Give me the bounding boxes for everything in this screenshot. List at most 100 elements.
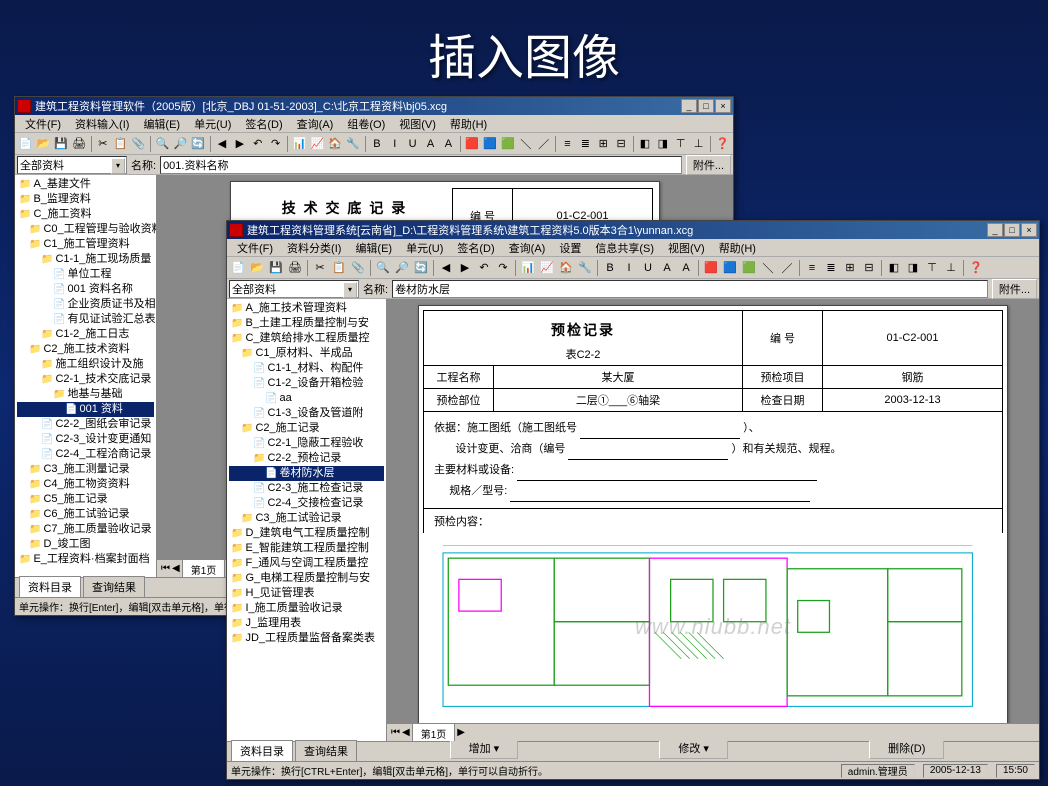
toolbar-button[interactable]: A (440, 135, 457, 153)
menu-item[interactable]: 资料分类(I) (281, 240, 347, 256)
toolbar-button[interactable]: ⊞ (841, 259, 859, 277)
toolbar-button[interactable]: 🔧 (576, 259, 594, 277)
menu-item[interactable]: 设置 (553, 240, 587, 256)
toolbar-button[interactable]: 🔎 (172, 135, 189, 153)
toolbar-button[interactable]: ／ (778, 259, 796, 277)
toolbar-button[interactable]: ⊥ (690, 135, 707, 153)
toolbar-button[interactable]: 📂 (248, 259, 266, 277)
tree-folder[interactable]: C_施工资料 (17, 207, 154, 222)
tree-folder[interactable]: 施工组织设计及施 (17, 357, 154, 372)
tree-item[interactable]: C1-1_材料、构配件 (229, 361, 384, 376)
tree-item[interactable]: C1-3_设备及管道附 (229, 406, 384, 421)
tree-folder[interactable]: C6_施工试验记录 (17, 507, 154, 522)
toolbar-button[interactable]: ◨ (654, 135, 671, 153)
toolbar-button[interactable]: ⊟ (613, 135, 630, 153)
tree-panel[interactable]: A_施工技术管理资料B_土建工程质量控制与安C_建筑给排水工程质量控C1_原材料… (227, 299, 387, 741)
tree-folder[interactable]: C2_施工技术资料 (17, 342, 154, 357)
tree-folder[interactable]: B_土建工程质量控制与安 (229, 316, 384, 331)
toolbar-button[interactable]: ⊟ (860, 259, 878, 277)
toolbar-button[interactable]: ⊤ (672, 135, 689, 153)
toolbar-button[interactable]: 🟥 (464, 135, 481, 153)
tab-search-results[interactable]: 查询结果 (295, 740, 357, 761)
toolbar-button[interactable]: ✂ (311, 259, 329, 277)
tree-folder[interactable]: C2_施工记录 (229, 421, 384, 436)
tree-folder[interactable]: H_见证管理表 (229, 586, 384, 601)
attachment-button[interactable]: 附件... (992, 279, 1037, 299)
toolbar-button[interactable]: I (620, 259, 638, 277)
menu-item[interactable]: 视图(V) (393, 116, 442, 132)
tree-folder[interactable]: C1-2_施工日志 (17, 327, 154, 342)
menu-item[interactable]: 编辑(E) (349, 240, 398, 256)
tree-folder[interactable]: C_建筑给排水工程质量控 (229, 331, 384, 346)
menu-item[interactable]: 帮助(H) (444, 116, 493, 132)
toolbar-button[interactable]: 🏠 (327, 135, 344, 153)
toolbar-button[interactable]: 🏠 (557, 259, 575, 277)
name-field[interactable]: 001.资料名称 (160, 156, 682, 174)
toolbar-button[interactable]: 💾 (267, 259, 285, 277)
toolbar-button[interactable]: ◀ (214, 135, 231, 153)
tree-folder[interactable]: G_电梯工程质量控制与安 (229, 571, 384, 586)
toolbar-button[interactable]: 🟦 (721, 259, 739, 277)
tab-catalog[interactable]: 资料目录 (19, 576, 81, 597)
toolbar-button[interactable]: ＼ (517, 135, 534, 153)
toolbar-button[interactable]: ⊞ (595, 135, 612, 153)
toolbar-button[interactable]: ／ (535, 135, 552, 153)
toolbar-button[interactable]: ◧ (885, 259, 903, 277)
tree-folder[interactable]: J_监理用表 (229, 616, 384, 631)
toolbar-button[interactable]: ▶ (231, 135, 248, 153)
tree-folder[interactable]: A_基建文件 (17, 177, 154, 192)
tree-item[interactable]: C2-3_施工检查记录 (229, 481, 384, 496)
toolbar-button[interactable]: ◀ (437, 259, 455, 277)
pager-prev-icon[interactable]: ◀ (402, 727, 410, 738)
menu-item[interactable]: 查询(A) (291, 116, 340, 132)
toolbar-button[interactable]: 📎 (349, 259, 367, 277)
tree-folder[interactable]: I_施工质量验收记录 (229, 601, 384, 616)
toolbar-button[interactable]: 🟦 (482, 135, 499, 153)
toolbar-button[interactable]: 🟩 (500, 135, 517, 153)
close-button[interactable]: × (715, 99, 731, 113)
toolbar-button[interactable]: 📂 (35, 135, 52, 153)
toolbar-button[interactable]: ≡ (803, 259, 821, 277)
minimize-button[interactable]: _ (681, 99, 697, 113)
toolbar-button[interactable]: ≡ (559, 135, 576, 153)
tree-folder[interactable]: JD_工程质量监督备案类表 (229, 631, 384, 646)
menu-item[interactable]: 查询(A) (503, 240, 552, 256)
tree-item[interactable]: C2-2_图纸会审记录 (17, 417, 154, 432)
maximize-button[interactable]: □ (1004, 223, 1020, 237)
toolbar-button[interactable]: 🖨 (286, 259, 304, 277)
tree-folder[interactable]: C1-1_施工现场质量 (17, 252, 154, 267)
menu-item[interactable]: 组卷(O) (341, 116, 391, 132)
toolbar-button[interactable]: A (658, 259, 676, 277)
toolbar-button[interactable]: ↷ (267, 135, 284, 153)
tree-folder[interactable]: D_建筑电气工程质量控制 (229, 526, 384, 541)
toolbar-button[interactable]: 🔍 (374, 259, 392, 277)
tree-folder[interactable]: C0_工程管理与验收资料 (17, 222, 154, 237)
toolbar-button[interactable]: ≣ (577, 135, 594, 153)
toolbar-button[interactable]: I (386, 135, 403, 153)
toolbar-button[interactable]: ◨ (904, 259, 922, 277)
tree-folder[interactable]: F_通风与空调工程质量控 (229, 556, 384, 571)
tree-folder[interactable]: C3_施工测量记录 (17, 462, 154, 477)
toolbar-button[interactable]: ＼ (759, 259, 777, 277)
tree-folder[interactable]: B_监理资料 (17, 192, 154, 207)
toolbar-button[interactable]: 🟥 (702, 259, 720, 277)
toolbar-button[interactable]: 🔄 (190, 135, 207, 153)
tree-folder[interactable]: C2-1_技术交底记录 (17, 372, 154, 387)
toolbar-button[interactable]: 🔄 (412, 259, 430, 277)
toolbar-button[interactable]: B (368, 135, 385, 153)
toolbar-button[interactable]: ↶ (249, 135, 266, 153)
toolbar-button[interactable]: 📊 (519, 259, 537, 277)
pager-next-icon[interactable]: ▶ (457, 727, 465, 738)
toolbar-button[interactable]: ❓ (714, 135, 731, 153)
toolbar-button[interactable]: ❓ (967, 259, 985, 277)
menu-item[interactable]: 签名(D) (451, 240, 500, 256)
menu-item[interactable]: 信息共享(S) (589, 240, 660, 256)
tree-item[interactable]: 企业资质证书及相 (17, 297, 154, 312)
close-button[interactable]: × (1021, 223, 1037, 237)
menu-item[interactable]: 编辑(E) (137, 116, 186, 132)
menu-item[interactable]: 文件(F) (19, 116, 67, 132)
tree-item[interactable]: C1-2_设备开箱检验 (229, 376, 384, 391)
tree-item[interactable]: 有见证试验汇总表 (17, 312, 154, 327)
tree-item[interactable]: 单位工程 (17, 267, 154, 282)
toolbar-button[interactable]: 📎 (130, 135, 147, 153)
